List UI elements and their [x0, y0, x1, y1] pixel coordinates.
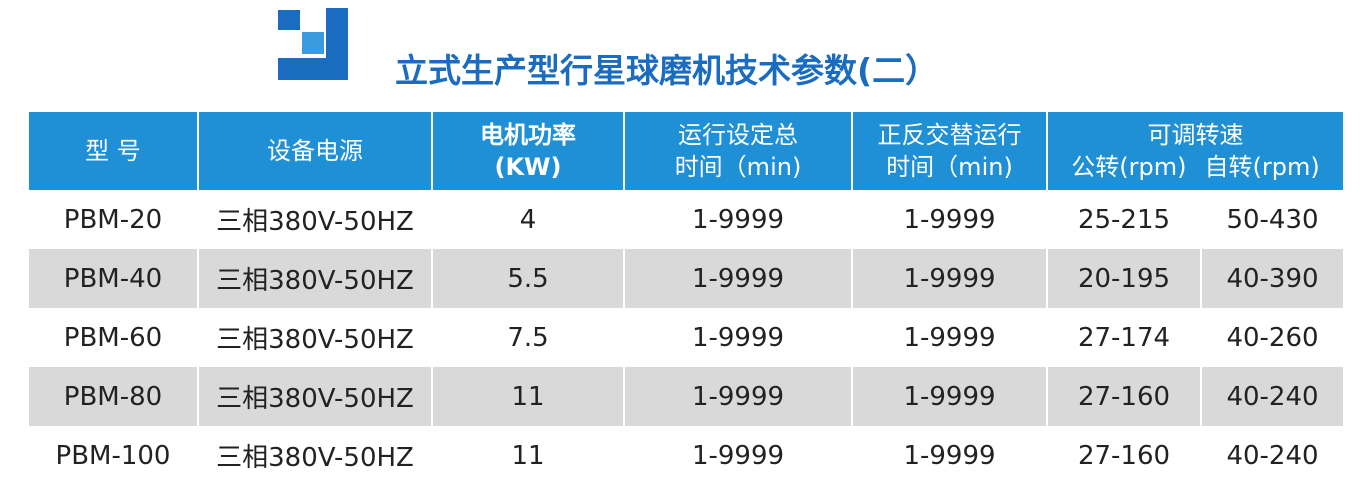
- header-text: 运行设定总: [678, 121, 798, 149]
- cell: 1-9999: [623, 190, 851, 249]
- cell: 1-9999: [851, 190, 1046, 249]
- cell: 1-9999: [623, 308, 851, 367]
- subheader-text: 公转(rpm): [1071, 153, 1187, 181]
- cell: 1-9999: [623, 249, 851, 308]
- cell: 27-160: [1046, 426, 1200, 485]
- cell: 5.5: [431, 249, 623, 308]
- header-cell: 运行设定总时间（min): [623, 112, 851, 190]
- cell: PBM-80: [27, 367, 197, 426]
- cell: 27-160: [1046, 367, 1200, 426]
- cell: 1-9999: [851, 426, 1046, 485]
- header-cell: 型 号: [27, 112, 197, 190]
- header-cell: 可调转速公转(rpm) 自转(rpm): [1046, 112, 1343, 190]
- cell: 三相380V-50HZ: [197, 190, 431, 249]
- subheader: 公转(rpm) 自转(rpm): [1071, 151, 1319, 183]
- header-cell: 电机功率 (KW): [431, 112, 623, 190]
- cell: PBM-40: [27, 249, 197, 308]
- cell: 1-9999: [851, 308, 1046, 367]
- cell: 三相380V-50HZ: [197, 308, 431, 367]
- cell: 40-260: [1200, 308, 1343, 367]
- subheader-text: 自转(rpm): [1204, 153, 1320, 181]
- cell: 11: [431, 367, 623, 426]
- cell: 三相380V-50HZ: [197, 367, 431, 426]
- cell: 三相380V-50HZ: [197, 426, 431, 485]
- header-text: 设备电源: [267, 137, 363, 165]
- cell: PBM-20: [27, 190, 197, 249]
- cell: 50-430: [1200, 190, 1343, 249]
- title: 立式生产型行星球磨机技术参数(二）: [395, 51, 939, 90]
- cell: 1-9999: [851, 367, 1046, 426]
- cell: 7.5: [431, 308, 623, 367]
- header-text: 型 号: [85, 137, 141, 165]
- cell: 40-240: [1200, 367, 1343, 426]
- header-text: 电机功率: [480, 121, 576, 149]
- cell: 三相380V-50HZ: [197, 249, 431, 308]
- header-text: 时间（min): [674, 153, 802, 181]
- logo: [278, 8, 348, 80]
- cell: 25-215: [1046, 190, 1200, 249]
- cell: PBM-100: [27, 426, 197, 485]
- cell: 27-174: [1046, 308, 1200, 367]
- header-cell: 设备电源: [197, 112, 431, 190]
- cell: 20-195: [1046, 249, 1200, 308]
- cell: 1-9999: [623, 367, 851, 426]
- cell: PBM-60: [27, 308, 197, 367]
- cell: 1-9999: [851, 249, 1046, 308]
- header-text: (KW): [494, 153, 562, 181]
- cell: 40-240: [1200, 426, 1343, 485]
- header-text: 可调转速: [1147, 121, 1244, 149]
- cell: 4: [431, 190, 623, 249]
- header-text: 时间（min): [886, 153, 1013, 181]
- cell: 40-390: [1200, 249, 1343, 308]
- cell: 1-9999: [623, 426, 851, 485]
- cell: 11: [431, 426, 623, 485]
- header-cell: 正反交替运行 时间（min): [851, 112, 1046, 190]
- header-text: 正反交替运行: [877, 121, 1022, 149]
